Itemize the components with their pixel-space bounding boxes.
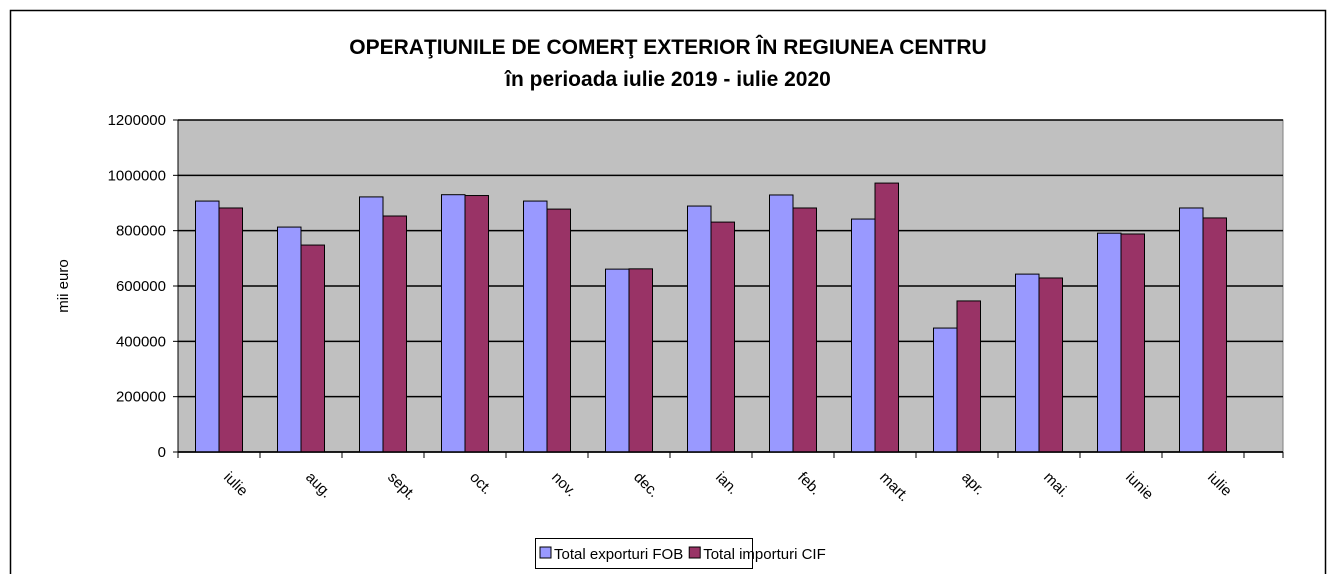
y-tick-label: 0 — [158, 444, 166, 461]
bar — [710, 221, 735, 453]
bar — [1179, 207, 1204, 453]
legend — [535, 538, 753, 569]
bar — [1038, 277, 1063, 453]
legend-label: Total exporturi FOB — [554, 546, 683, 563]
bar — [1202, 217, 1227, 453]
bar — [956, 300, 981, 453]
chart-title: OPERAŢIUNILE DE COMERŢ EXTERIOR ÎN REGIU… — [349, 35, 986, 59]
bar — [441, 194, 466, 453]
bar — [464, 195, 489, 453]
bar — [687, 205, 712, 453]
y-axis-label: mii euro — [55, 259, 72, 312]
bar — [1097, 232, 1122, 453]
bar — [1120, 233, 1145, 453]
bar — [523, 200, 548, 453]
legend-swatch — [688, 546, 701, 559]
y-tick-label: 800000 — [116, 223, 166, 240]
bar — [874, 182, 899, 453]
bar — [218, 207, 243, 453]
legend-label: Total importuri CIF — [703, 546, 826, 563]
bar — [277, 226, 302, 453]
bar — [792, 207, 817, 453]
bar — [605, 268, 630, 453]
legend-swatch — [539, 546, 552, 559]
y-tick-label: 1000000 — [108, 167, 166, 184]
bar — [1015, 273, 1040, 453]
bar — [933, 327, 958, 453]
bar — [851, 218, 876, 453]
bar — [195, 200, 220, 453]
y-tick-label: 200000 — [116, 389, 166, 406]
y-tick-label: 1200000 — [108, 112, 166, 129]
chart-subtitle: în perioada iulie 2019 - iulie 2020 — [504, 68, 831, 91]
y-tick-label: 400000 — [116, 333, 166, 350]
bar — [628, 268, 653, 453]
bar — [382, 215, 407, 453]
bar — [359, 196, 384, 453]
bar — [769, 194, 794, 453]
bar — [546, 208, 571, 453]
y-tick-label: 600000 — [116, 278, 166, 295]
bar — [300, 244, 325, 453]
